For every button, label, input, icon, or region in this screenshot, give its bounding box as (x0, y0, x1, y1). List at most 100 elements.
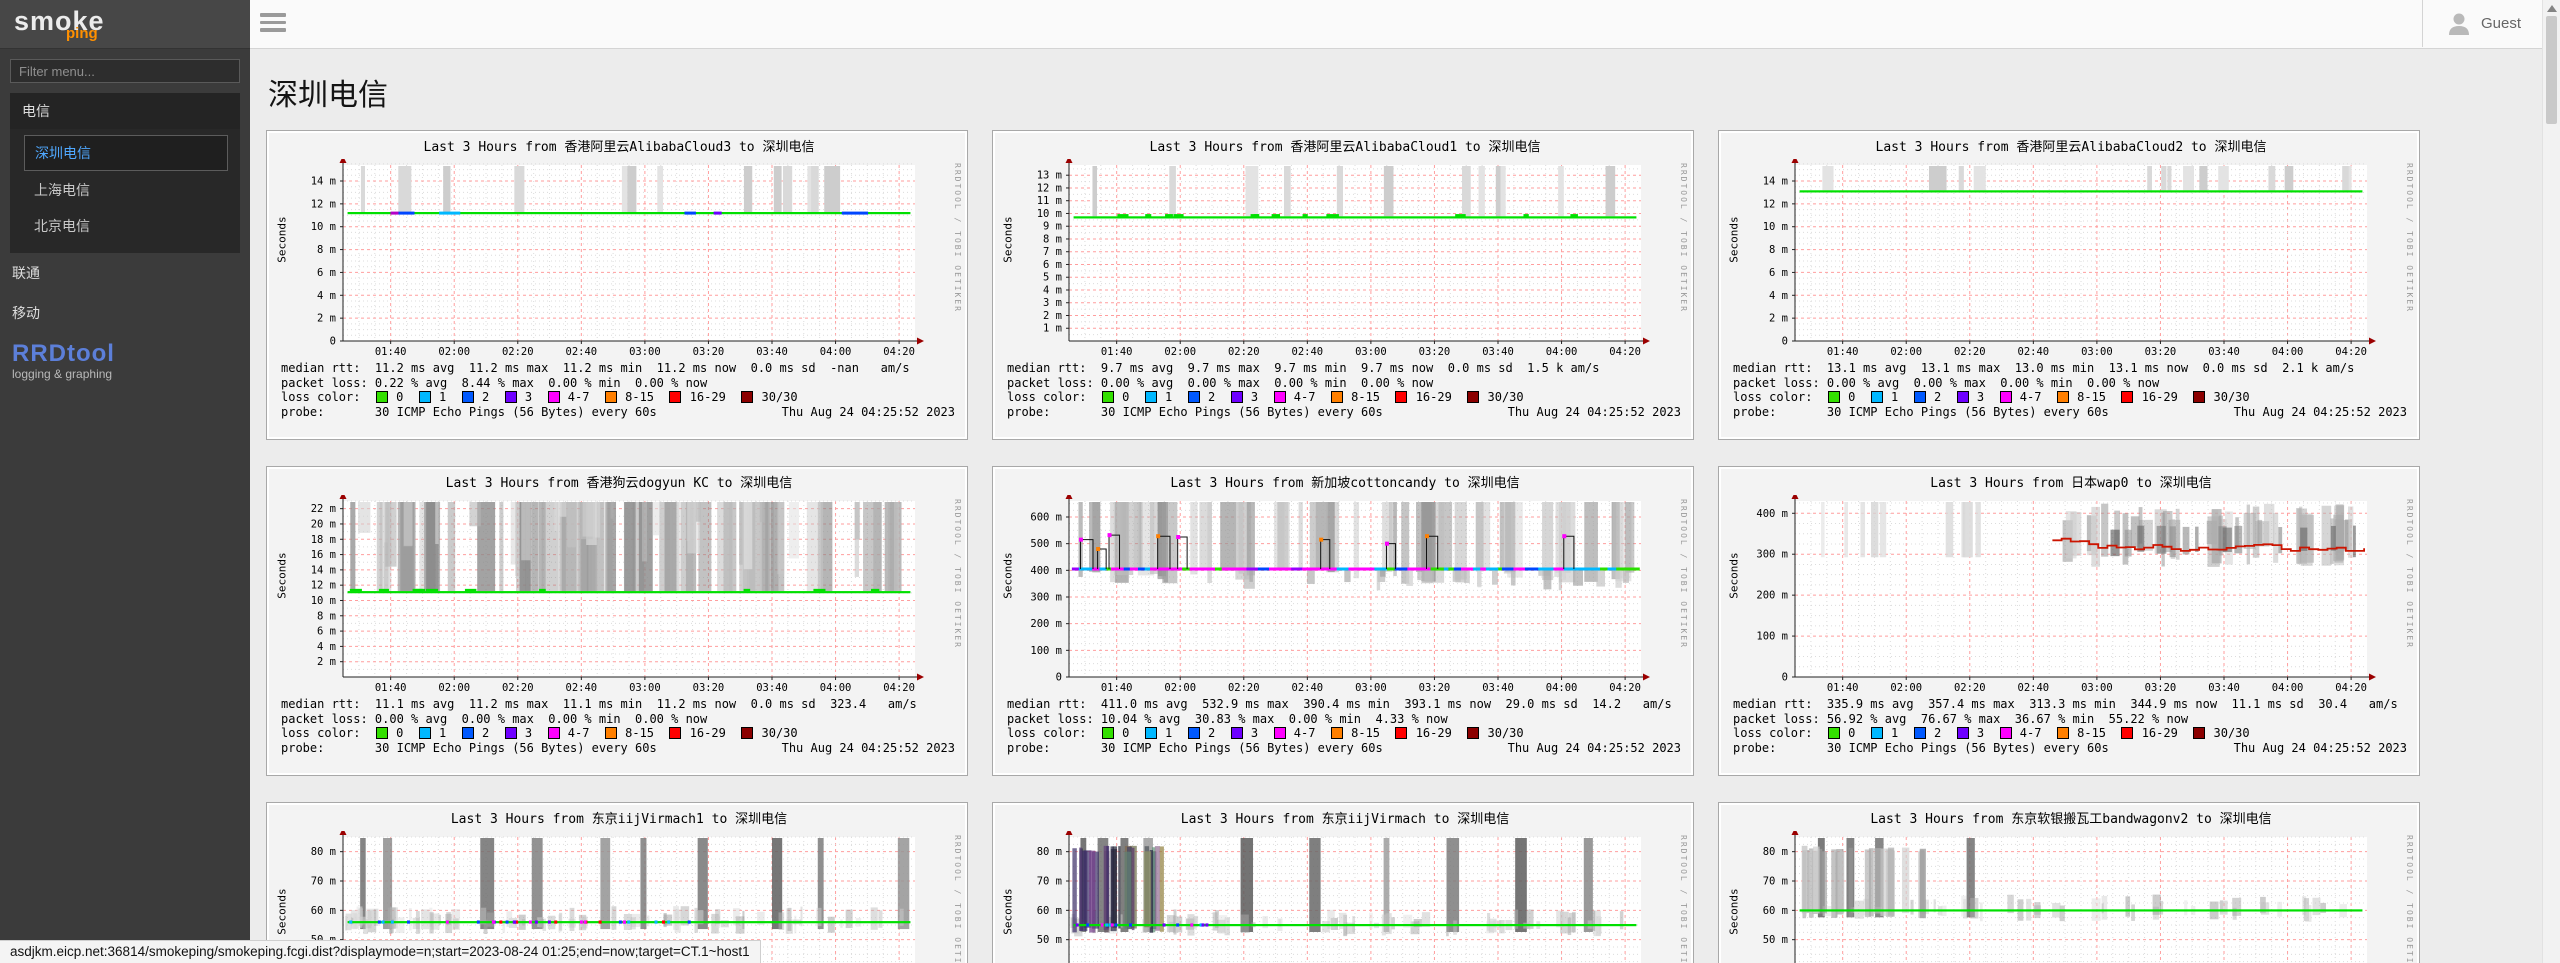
scrollbar-thumb[interactable] (2546, 16, 2557, 124)
svg-text:2 m: 2 m (1769, 313, 1788, 325)
loss-color-value: 0 (388, 390, 418, 404)
loss-color-value: 2 (474, 726, 504, 740)
loss-color-swatch (1956, 391, 1969, 404)
rrdtool-watermark: RRDTOOL / TOBI OETIKER (953, 499, 962, 649)
loss-color-value: 8-15 (617, 726, 669, 740)
loss-color-value: 30/30 (2206, 726, 2265, 740)
loss-color-label: loss color: (1733, 390, 1827, 404)
svg-text:9 m: 9 m (1043, 221, 1062, 233)
svg-text:01:40: 01:40 (375, 682, 407, 694)
loss-color-swatch (1913, 391, 1926, 404)
svg-text:02:00: 02:00 (1890, 682, 1922, 694)
topbar: Guest (250, 0, 2543, 49)
svg-text:100 m: 100 m (1756, 631, 1788, 643)
graph-timestamp: Thu Aug 24 04:25:52 2023 (781, 404, 955, 419)
svg-text:80 m: 80 m (1763, 846, 1788, 858)
svg-text:01:40: 01:40 (1101, 682, 1133, 694)
svg-text:70 m: 70 m (1037, 876, 1062, 888)
svg-text:04:00: 04:00 (820, 682, 852, 694)
loss-color-swatch (1870, 727, 1883, 740)
graph-y-axis-label: Seconds (275, 888, 289, 935)
svg-text:02:40: 02:40 (1292, 682, 1324, 694)
loss-color-value: 3 (1969, 726, 1999, 740)
svg-text:6 m: 6 m (317, 626, 336, 638)
graph-card-1[interactable]: Last 3 Hours from 香港阿里云AlibabaCloud3 to … (266, 130, 968, 440)
svg-text:4 m: 4 m (1043, 284, 1062, 296)
loss-color-swatch (547, 727, 560, 740)
svg-text:60 m: 60 m (1037, 905, 1062, 917)
svg-text:13 m: 13 m (1037, 170, 1062, 182)
loss-color-swatch (504, 391, 517, 404)
graph-title: Last 3 Hours from 香港狗云dogyun KC to 深圳电信 (445, 476, 793, 491)
svg-text:02:00: 02:00 (1164, 682, 1196, 694)
graph-card-9[interactable]: Last 3 Hours from 东京软银搬瓦工bandwagonv2 to … (1718, 802, 2420, 963)
loss-color-value: 16-29 (2134, 726, 2193, 740)
rrd-graph: Last 3 Hours from 香港阿里云AlibabaCloud2 to … (1721, 133, 2417, 437)
svg-text:02:20: 02:20 (1228, 346, 1260, 358)
loss-color-swatch (604, 727, 617, 740)
user-icon (2448, 13, 2469, 35)
loss-color-swatch (1467, 727, 1480, 740)
sidebar-item-telecom[interactable]: 电信 (10, 93, 240, 129)
probe-text: probe: 30 ICMP Echo Pings (56 Bytes) eve… (1733, 740, 2109, 755)
loss-color-value: 16-29 (682, 726, 741, 740)
svg-text:50 m: 50 m (1763, 934, 1788, 946)
svg-text:03:20: 03:20 (1419, 346, 1451, 358)
sidebar-item-beijing-telecom[interactable]: 北京电信 (34, 218, 90, 234)
sidebar-item-shenzhen-telecom[interactable]: 深圳电信 (24, 135, 228, 171)
graph-plot: 80 m70 m60 m50 m40 m30 m01:4002:0002:200… (1037, 831, 1641, 963)
svg-text:0: 0 (1056, 672, 1062, 684)
stat-median-rtt: median rtt: 13.1 ms avg 13.1 ms max 13.0… (1733, 361, 2355, 375)
sidebar-item-shanghai-telecom[interactable]: 上海电信 (34, 182, 90, 198)
graph-card-3[interactable]: Last 3 Hours from 香港阿里云AlibabaCloud2 to … (1718, 130, 2420, 440)
svg-text:02:20: 02:20 (1228, 682, 1260, 694)
graph-timestamp: Thu Aug 24 04:25:52 2023 (2233, 404, 2407, 419)
svg-text:60 m: 60 m (311, 905, 336, 917)
svg-text:03:40: 03:40 (756, 682, 788, 694)
probe-text: probe: 30 ICMP Echo Pings (56 Bytes) eve… (1733, 404, 2109, 419)
graph-y-axis-label: Seconds (1001, 552, 1015, 599)
svg-text:02:00: 02:00 (438, 346, 470, 358)
loss-color-swatch (504, 727, 517, 740)
svg-text:8 m: 8 m (1043, 233, 1062, 245)
loss-color-swatch (1101, 391, 1114, 404)
rrdtool-logo[interactable]: RRDtool logging & graphing (12, 342, 238, 382)
svg-text:03:20: 03:20 (2145, 346, 2177, 358)
loss-color-swatch (2193, 727, 2206, 740)
graph-card-2[interactable]: Last 3 Hours from 香港阿里云AlibabaCloud1 to … (992, 130, 1694, 440)
graph-card-5[interactable]: Last 3 Hours from 新加坡cottoncandy to 深圳电信… (992, 466, 1694, 776)
graph-stats: median rtt: 11.1 ms avg 11.2 ms max 11.1… (281, 697, 965, 755)
sidebar-item-unicom[interactable]: 联通 (12, 265, 40, 281)
svg-text:11 m: 11 m (1037, 195, 1062, 207)
stat-probe: probe: 30 ICMP Echo Pings (56 Bytes) eve… (1007, 405, 1691, 420)
graph-plot: 13 m12 m11 m10 m9 m8 m7 m6 m5 m4 m3 m2 m… (1037, 159, 1650, 358)
rrdtool-watermark: RRDTOOL / TOBI OETIKER (1679, 163, 1688, 313)
loss-color-label: loss color: (1733, 726, 1827, 740)
loss-color-value: 30/30 (2206, 390, 2265, 404)
page-scrollbar[interactable] (2542, 0, 2560, 963)
graph-card-8[interactable]: Last 3 Hours from 东京iijVirmach to 深圳电信 S… (992, 802, 1694, 963)
loss-color-swatch (1395, 727, 1408, 740)
svg-text:14 m: 14 m (1763, 176, 1788, 188)
scrollbar-up-arrow-icon[interactable] (2546, 5, 2557, 12)
svg-text:01:40: 01:40 (1101, 346, 1133, 358)
hamburger-menu-icon[interactable] (260, 13, 288, 35)
svg-text:03:00: 03:00 (629, 682, 661, 694)
rrd-graph: Last 3 Hours from 香港狗云dogyun KC to 深圳电信 … (269, 469, 965, 773)
svg-text:300 m: 300 m (1756, 549, 1788, 561)
graph-y-axis-label: Seconds (275, 552, 289, 599)
svg-text:02:40: 02:40 (2018, 346, 2050, 358)
graph-card-6[interactable]: Last 3 Hours from 日本wap0 to 深圳电信 Seconds… (1718, 466, 2420, 776)
loss-color-value: 30/30 (754, 390, 813, 404)
loss-color-value: 16-29 (2134, 390, 2193, 404)
user-menu[interactable]: Guest (2421, 0, 2535, 47)
svg-text:2 m: 2 m (317, 656, 336, 668)
graph-card-4[interactable]: Last 3 Hours from 香港狗云dogyun KC to 深圳电信 … (266, 466, 968, 776)
stat-median-rtt: median rtt: 335.9 ms avg 357.4 ms max 31… (1733, 697, 2398, 711)
svg-text:03:00: 03:00 (1355, 346, 1387, 358)
filter-menu-input[interactable] (10, 59, 240, 83)
svg-text:04:20: 04:20 (1609, 346, 1641, 358)
sidebar-item-mobile[interactable]: 移动 (12, 305, 40, 321)
graph-card-7[interactable]: Last 3 Hours from 东京iijVirmach1 to 深圳电信 … (266, 802, 968, 963)
loss-color-value: 3 (1243, 390, 1273, 404)
